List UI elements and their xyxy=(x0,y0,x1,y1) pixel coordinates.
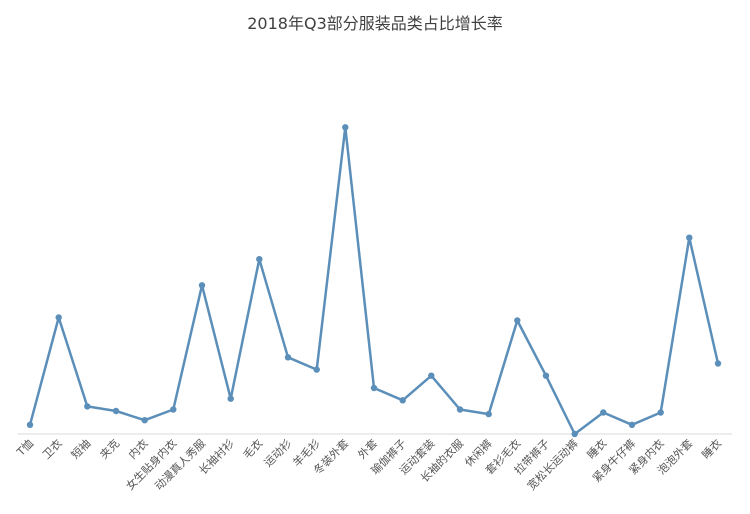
x-tick-label: 毛衣 xyxy=(240,436,265,461)
x-tick-label: 睡衣 xyxy=(584,436,609,461)
data-point xyxy=(542,372,550,379)
x-tick-label: 外套 xyxy=(355,437,380,462)
data-point xyxy=(485,410,492,418)
data-point xyxy=(141,417,148,424)
data-point xyxy=(313,366,320,373)
data-point xyxy=(26,421,34,428)
x-tick-label: 运动衫 xyxy=(262,437,295,470)
data-point xyxy=(657,409,664,416)
data-point xyxy=(686,234,693,241)
x-tick-label: 睡衣 xyxy=(699,436,724,461)
data-point xyxy=(428,372,435,379)
x-tick-label: 短袖 xyxy=(68,436,93,461)
data-point xyxy=(399,397,406,404)
data-point xyxy=(198,282,206,289)
data-point xyxy=(84,403,91,410)
data-point xyxy=(714,360,722,367)
data-point xyxy=(55,314,62,321)
data-point xyxy=(112,407,120,415)
data-point xyxy=(628,421,636,428)
x-tick-label: 内衣 xyxy=(125,436,150,461)
series-layer xyxy=(26,124,722,438)
x-tick-label: 夹克 xyxy=(97,437,122,462)
data-point xyxy=(170,406,177,413)
data-point xyxy=(370,384,378,392)
data-point xyxy=(514,317,521,324)
data-point xyxy=(342,124,349,131)
data-point xyxy=(456,406,464,413)
chart-title: 2018年Q3部分服装品类占比增长率 xyxy=(247,14,503,33)
data-point xyxy=(571,430,578,438)
data-point xyxy=(227,395,234,402)
x-tick-label: 卫衣 xyxy=(39,436,64,461)
x-tick-label: T恤 xyxy=(14,437,36,459)
data-point xyxy=(284,354,292,361)
data-point xyxy=(600,409,607,416)
data-point xyxy=(256,256,263,263)
